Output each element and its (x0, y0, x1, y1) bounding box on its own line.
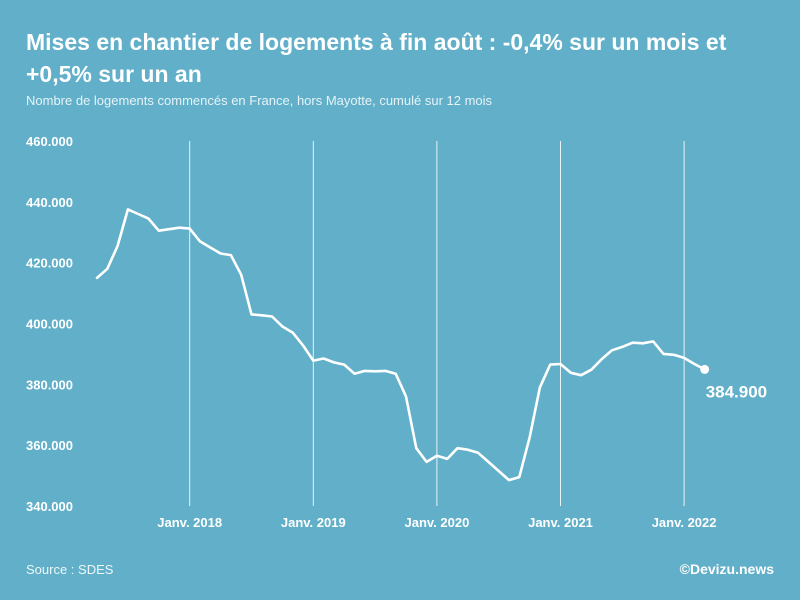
series-line (95, 208, 707, 482)
end-point-marker (700, 364, 710, 374)
x-tick-label: Janv. 2019 (281, 515, 346, 530)
series-group: 384.900 (95, 208, 767, 482)
y-tick-label: 420.000 (26, 256, 73, 271)
vertical-gridlines (189, 141, 685, 506)
x-axis: Janv. 2018 Janv. 2019 Janv. 2020 Janv. 2021… (157, 515, 716, 530)
y-tick-label: 460.000 (26, 134, 73, 149)
x-tick-label: Janv. 2021 (528, 515, 593, 530)
x-tick-label: Janv. 2018 (157, 515, 222, 530)
y-tick-label: 440.000 (26, 195, 73, 210)
x-tick-label: Janv. 2020 (404, 515, 469, 530)
y-axis: 460.000 440.000 420.000 400.000 380.000 360.0… (26, 134, 73, 514)
chart-subtitle: Nombre de logements commencés en France,… (26, 93, 493, 108)
source-note: Source : SDES (26, 562, 114, 577)
y-tick-label: 380.000 (26, 377, 73, 392)
brand-credit: ©Devizu.news (679, 561, 774, 577)
chart-title: Mises en chantier de logements à fin aoû… (26, 29, 727, 87)
x-tick-label: Janv. 2022 (652, 515, 717, 530)
y-tick-label: 340.000 (26, 499, 73, 514)
y-tick-label: 360.000 (26, 438, 73, 453)
y-tick-label: 400.000 (26, 317, 73, 332)
end-value-label: 384.900 (706, 382, 767, 401)
